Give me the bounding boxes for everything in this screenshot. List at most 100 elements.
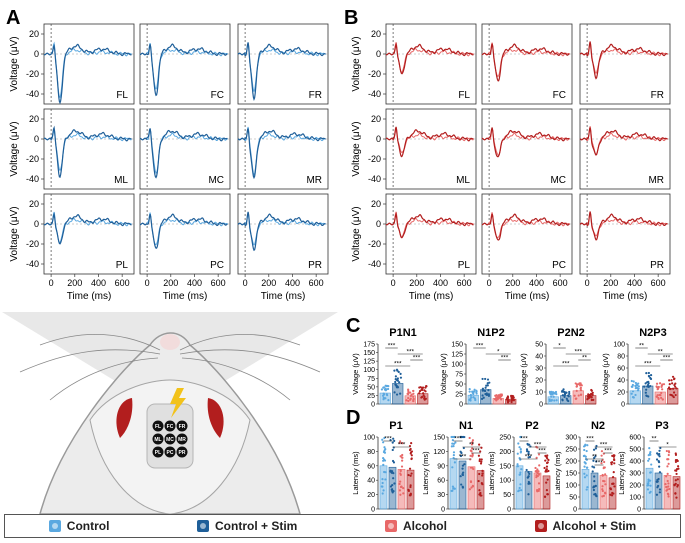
- electrode-fl: FL: [152, 420, 164, 432]
- y-tick-label: 60: [437, 478, 445, 485]
- panel-letter-d: D: [346, 407, 360, 429]
- data-point: [407, 473, 410, 477]
- electrode-dot: [164, 446, 176, 458]
- data-point: [661, 398, 664, 401]
- y-tick-label: -40: [26, 259, 39, 269]
- data-point: [583, 465, 586, 468]
- chart-title: N2: [591, 420, 605, 432]
- erp-trace-stim: [43, 125, 132, 178]
- y-tick-label: 120: [433, 449, 445, 456]
- data-point: [393, 439, 396, 442]
- chart-title: N1: [459, 420, 473, 432]
- x-tick-label: 600: [457, 278, 472, 288]
- erp-subplot-a-fr: FR: [237, 23, 329, 105]
- data-point: [418, 392, 421, 395]
- y-axis-label: Voltage (μV): [9, 206, 20, 261]
- x-tick-label: 400: [627, 278, 642, 288]
- y-tick-label: 60: [617, 366, 625, 373]
- data-point: [544, 470, 547, 473]
- y-tick-label: 100: [363, 367, 375, 374]
- data-point: [481, 472, 484, 475]
- data-point: [631, 390, 635, 393]
- significance-label: ***: [459, 454, 467, 461]
- y-tick-label: 75: [367, 376, 375, 383]
- data-point: [586, 398, 589, 401]
- data-point: [600, 462, 603, 465]
- data-point: [471, 441, 474, 444]
- subplot-frame: [385, 193, 477, 275]
- data-point: [601, 458, 604, 461]
- legend-swatch-icon: [534, 520, 547, 532]
- data-point: [409, 397, 412, 400]
- erp-trace-baseline: [579, 126, 668, 156]
- y-tick-label: 250: [499, 435, 511, 442]
- y-tick-label: 50: [535, 342, 543, 349]
- data-point: [409, 452, 412, 455]
- y-tick-label: 0: [376, 134, 381, 144]
- data-point: [647, 374, 650, 378]
- data-point: [424, 390, 427, 393]
- chart-title: P1: [389, 420, 402, 432]
- data-point: [645, 371, 648, 375]
- data-point: [655, 395, 658, 398]
- subplot-frame: [139, 23, 231, 105]
- significance-label: ***: [595, 460, 603, 467]
- data-point: [658, 449, 661, 452]
- legend-item: Control: [48, 519, 109, 533]
- significance-label: ***: [394, 361, 402, 368]
- data-point: [649, 384, 652, 388]
- data-point: [410, 457, 413, 461]
- y-tick-label: 125: [451, 352, 463, 359]
- data-point: [461, 473, 464, 476]
- data-point: [419, 386, 422, 389]
- data-point: [648, 491, 651, 494]
- data-point: [666, 465, 669, 468]
- data-point: [667, 493, 670, 496]
- data-point: [452, 451, 456, 454]
- data-point: [462, 435, 465, 439]
- significance-label: ***: [534, 442, 542, 449]
- data-point: [384, 471, 387, 474]
- data-point: [528, 455, 532, 459]
- x-tick-label: 400: [285, 278, 300, 288]
- data-point: [549, 393, 552, 396]
- subplot-frame: [43, 193, 135, 275]
- data-point: [460, 451, 463, 455]
- data-point: [612, 471, 615, 474]
- data-point: [583, 454, 586, 457]
- data-point: [667, 387, 671, 390]
- subplot-frame: [237, 193, 329, 275]
- data-point: [470, 443, 474, 446]
- data-point: [601, 489, 604, 493]
- y-tick-label: 20: [29, 199, 39, 209]
- data-point: [393, 369, 396, 372]
- data-point: [387, 399, 390, 402]
- y-tick-label: 40: [535, 354, 543, 361]
- data-point: [537, 482, 541, 485]
- x-axis-label: Time (ms): [261, 291, 306, 302]
- data-point: [381, 438, 384, 441]
- data-point: [576, 383, 580, 386]
- data-point: [475, 392, 478, 395]
- erp-trace-stim: [43, 43, 132, 105]
- data-point: [526, 476, 530, 479]
- y-tick-label: 200: [629, 483, 641, 490]
- data-point: [646, 488, 650, 491]
- panel-letter-c: C: [346, 315, 360, 337]
- y-tick-label: 50: [569, 495, 577, 502]
- data-point: [418, 390, 422, 393]
- data-point: [462, 446, 465, 450]
- data-point: [594, 492, 597, 496]
- y-axis-label: Voltage (μV): [9, 36, 20, 91]
- data-point: [471, 447, 474, 450]
- data-point: [469, 458, 472, 461]
- erp-subplot-a-fl: FL 20 0 -20 -40 Voltage (μV): [9, 23, 135, 105]
- data-point: [675, 496, 678, 499]
- data-point: [593, 475, 596, 478]
- data-point: [649, 450, 652, 454]
- erp-trace-stim: [237, 128, 326, 180]
- x-tick-label: 200: [603, 278, 618, 288]
- chart-title: P3: [655, 420, 668, 432]
- y-tick-label: 0: [621, 402, 625, 409]
- data-point: [510, 394, 513, 398]
